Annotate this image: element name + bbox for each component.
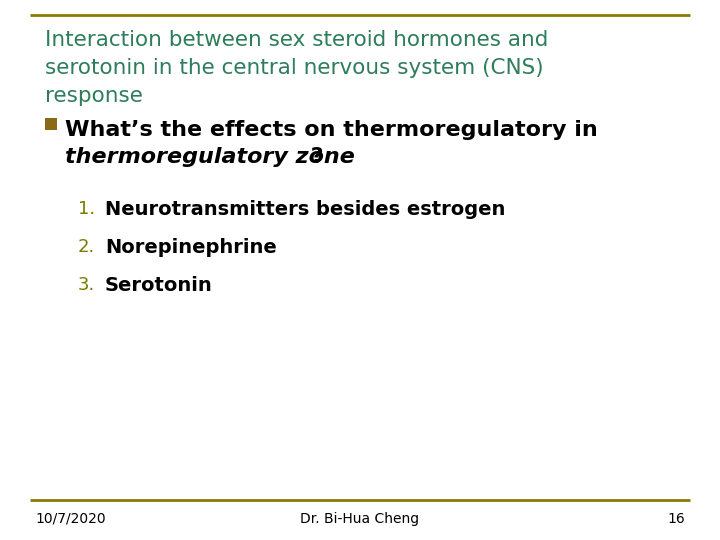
Text: thermoregulatory zone: thermoregulatory zone (65, 147, 355, 167)
Text: Serotonin: Serotonin (105, 276, 212, 295)
Text: ?: ? (303, 147, 323, 167)
Text: 16: 16 (667, 512, 685, 526)
Text: Neurotransmitters besides estrogen: Neurotransmitters besides estrogen (105, 200, 505, 219)
Text: Dr. Bi-Hua Cheng: Dr. Bi-Hua Cheng (300, 512, 420, 526)
Text: Interaction between sex steroid hormones and: Interaction between sex steroid hormones… (45, 30, 549, 50)
Text: Norepinephrine: Norepinephrine (105, 238, 276, 257)
Text: response: response (45, 86, 143, 106)
Text: 1.: 1. (78, 200, 95, 218)
Text: 2.: 2. (78, 238, 95, 256)
Text: What’s the effects on thermoregulatory in: What’s the effects on thermoregulatory i… (65, 120, 598, 140)
Text: serotonin in the central nervous system (CNS): serotonin in the central nervous system … (45, 58, 544, 78)
Bar (45, 118, 57, 130)
Text: 3.: 3. (78, 276, 95, 294)
Text: 10/7/2020: 10/7/2020 (35, 512, 106, 526)
